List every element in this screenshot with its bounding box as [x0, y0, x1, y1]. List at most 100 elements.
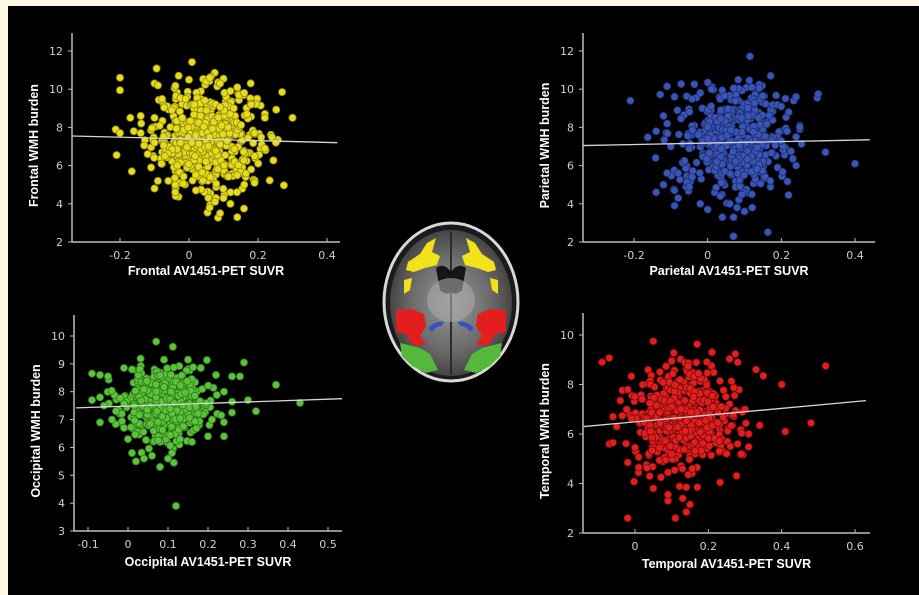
data-point	[217, 121, 226, 130]
data-point	[673, 423, 682, 432]
data-point	[725, 199, 734, 208]
y-tick-label: 10	[560, 329, 574, 342]
data-point	[220, 161, 229, 170]
data-point	[707, 102, 716, 111]
data-point	[729, 213, 738, 222]
y-tick-label: 6	[567, 428, 574, 441]
data-point	[153, 81, 162, 90]
data-point	[688, 126, 697, 135]
data-point	[190, 100, 199, 109]
y-tick-label: 3	[58, 525, 65, 538]
x-tick-label: 0.3	[239, 538, 257, 551]
data-point	[753, 164, 762, 173]
data-point	[170, 399, 179, 408]
data-point	[205, 203, 214, 212]
data-point	[179, 422, 188, 431]
data-point	[729, 410, 738, 419]
data-point	[715, 447, 724, 456]
data-point	[108, 415, 117, 424]
data-point	[88, 396, 97, 405]
data-point	[750, 98, 759, 107]
data-point	[734, 75, 743, 84]
region-occipital-left	[400, 343, 438, 373]
data-point	[716, 106, 725, 115]
data-point	[729, 232, 738, 241]
data-point	[196, 111, 205, 120]
data-point	[716, 376, 725, 385]
data-point	[743, 154, 752, 163]
data-point	[260, 144, 269, 153]
data-point	[172, 124, 181, 133]
data-point	[680, 396, 689, 405]
x-tick-label: 0.4	[279, 538, 297, 551]
y-tick-label: 8	[567, 121, 574, 134]
data-point	[143, 150, 152, 159]
data-point	[727, 421, 736, 430]
data-point	[783, 177, 792, 186]
data-point	[147, 451, 156, 460]
data-point	[205, 73, 214, 82]
data-point	[160, 103, 169, 112]
data-point	[720, 91, 729, 100]
data-point	[211, 370, 220, 379]
data-point	[717, 178, 726, 187]
x-tick-label: 0.6	[846, 540, 864, 553]
y-tick-label: 2	[567, 527, 574, 540]
data-point	[655, 456, 664, 465]
data-point	[251, 407, 260, 416]
data-point	[198, 176, 207, 185]
region-parietal-left	[428, 321, 444, 332]
data-point	[116, 73, 125, 82]
data-point	[705, 441, 714, 450]
data-point	[665, 423, 674, 432]
data-point	[129, 127, 138, 136]
x-tick-label: -0.2	[109, 249, 130, 262]
data-point	[737, 449, 746, 458]
data-point	[680, 445, 689, 454]
data-point	[726, 442, 735, 451]
data-point	[678, 494, 687, 503]
data-point	[622, 405, 631, 414]
data-point	[660, 135, 669, 144]
data-point	[153, 418, 162, 427]
data-point	[652, 188, 661, 197]
data-point	[662, 362, 671, 371]
data-point	[648, 433, 657, 442]
data-point	[147, 124, 156, 133]
data-point	[759, 371, 768, 380]
data-point	[163, 454, 172, 463]
data-point	[716, 191, 725, 200]
data-point	[140, 141, 149, 150]
data-point	[792, 132, 801, 141]
data-point	[227, 408, 236, 417]
data-point	[120, 363, 129, 372]
data-point	[199, 122, 208, 131]
data-point	[670, 380, 679, 389]
data-point	[708, 391, 717, 400]
data-point	[279, 181, 288, 190]
data-point	[646, 427, 655, 436]
data-point	[623, 514, 632, 523]
data-point	[230, 145, 239, 154]
y-tick-label: 10	[51, 330, 65, 343]
data-point	[187, 138, 196, 147]
y-tick-label: 6	[56, 160, 63, 173]
data-point	[781, 94, 790, 103]
scatter-points	[626, 52, 860, 241]
data-point	[696, 199, 705, 208]
data-point	[792, 161, 801, 170]
data-point	[674, 169, 683, 178]
data-point	[219, 418, 228, 427]
data-point	[179, 172, 188, 181]
x-tick-label: 0	[704, 249, 711, 262]
x-axis-title: Parietal AV1451-PET SUVR	[649, 264, 808, 278]
data-point	[136, 129, 145, 138]
data-point	[723, 131, 732, 140]
data-point	[684, 470, 693, 479]
data-point	[179, 179, 188, 188]
y-tick-label: 4	[58, 497, 65, 510]
data-point	[198, 385, 207, 394]
data-point	[712, 183, 721, 192]
data-point	[609, 412, 618, 421]
data-point	[206, 173, 215, 182]
